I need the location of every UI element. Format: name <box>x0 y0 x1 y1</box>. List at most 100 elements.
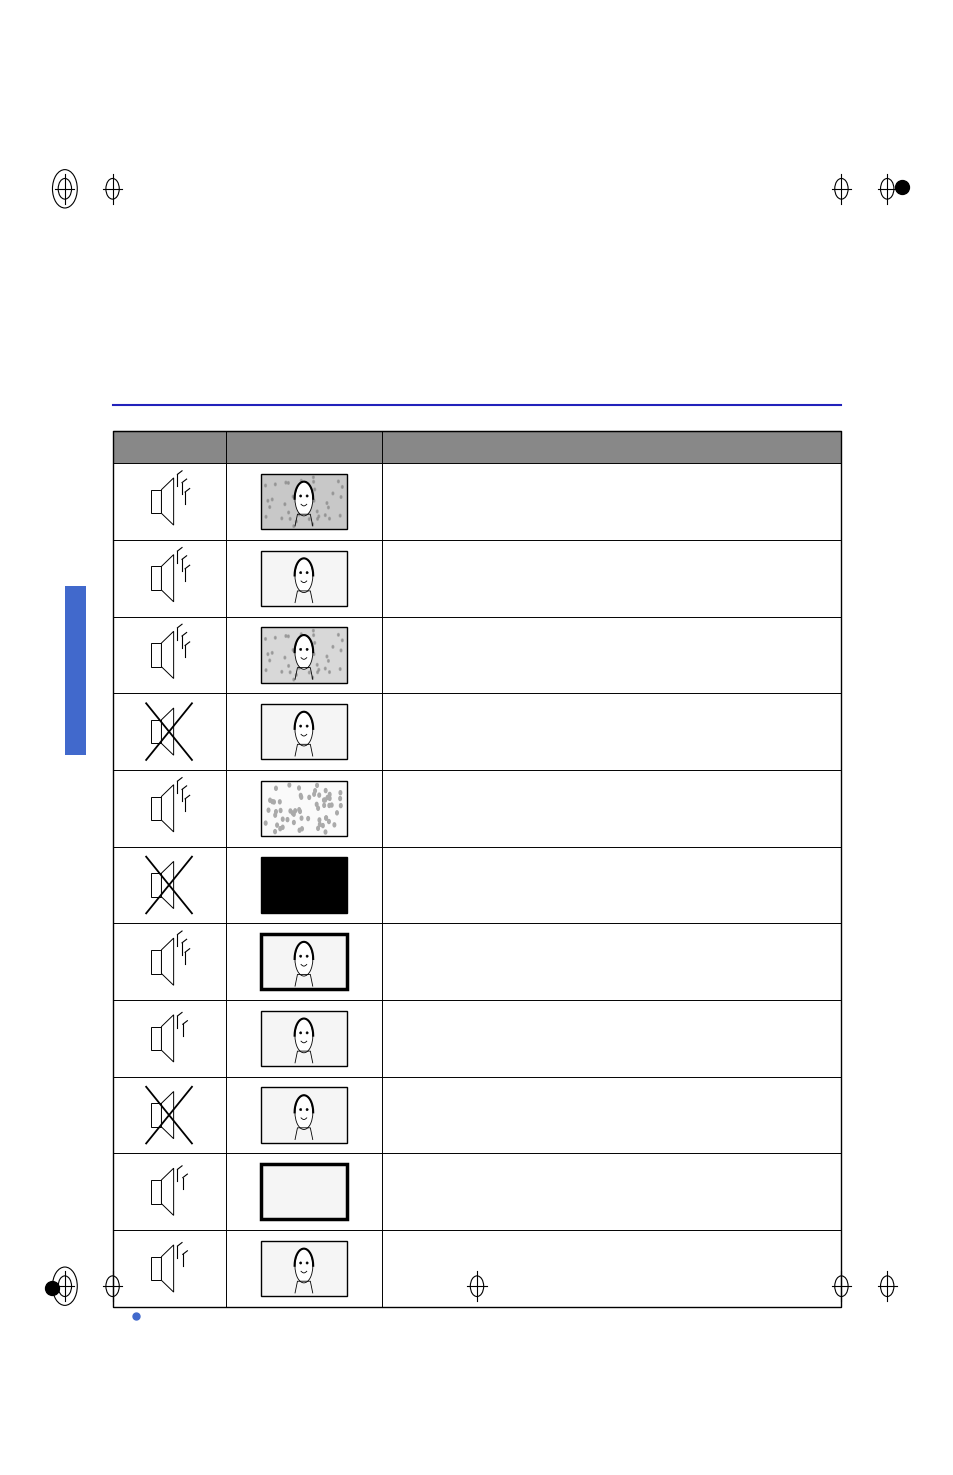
Circle shape <box>267 653 269 655</box>
Ellipse shape <box>294 1096 313 1130</box>
Polygon shape <box>161 785 173 832</box>
Bar <box>260 1240 347 1297</box>
Ellipse shape <box>294 482 313 516</box>
Circle shape <box>339 804 342 808</box>
Circle shape <box>332 493 334 494</box>
Ellipse shape <box>294 636 313 670</box>
Circle shape <box>324 816 327 820</box>
Circle shape <box>294 808 296 813</box>
Ellipse shape <box>299 1109 301 1111</box>
Ellipse shape <box>306 496 308 497</box>
Circle shape <box>303 636 305 637</box>
Circle shape <box>287 636 289 637</box>
Circle shape <box>297 808 300 811</box>
Circle shape <box>299 794 302 798</box>
Circle shape <box>327 820 330 823</box>
Circle shape <box>281 826 284 829</box>
Circle shape <box>317 515 319 518</box>
Ellipse shape <box>299 572 301 574</box>
Bar <box>260 934 347 990</box>
Bar <box>151 643 161 667</box>
Circle shape <box>278 826 281 830</box>
Ellipse shape <box>299 649 301 650</box>
Circle shape <box>333 823 335 827</box>
Circle shape <box>299 795 302 799</box>
Circle shape <box>300 633 302 636</box>
Circle shape <box>297 786 300 791</box>
Circle shape <box>314 488 315 491</box>
Circle shape <box>335 811 338 814</box>
Circle shape <box>316 518 318 521</box>
Bar <box>151 1257 161 1280</box>
Circle shape <box>267 808 270 813</box>
Polygon shape <box>161 1245 173 1292</box>
Ellipse shape <box>306 572 308 574</box>
Circle shape <box>286 817 289 822</box>
Circle shape <box>300 479 302 482</box>
Circle shape <box>328 671 330 674</box>
Circle shape <box>341 485 343 488</box>
Bar <box>151 950 161 974</box>
Circle shape <box>280 671 282 673</box>
Circle shape <box>271 652 273 655</box>
Polygon shape <box>161 708 173 755</box>
Circle shape <box>307 817 309 820</box>
Polygon shape <box>161 1092 173 1139</box>
Circle shape <box>328 804 331 807</box>
Polygon shape <box>161 861 173 909</box>
Ellipse shape <box>306 649 308 650</box>
Polygon shape <box>161 1015 173 1062</box>
Circle shape <box>298 829 300 832</box>
Bar <box>151 490 161 513</box>
Circle shape <box>280 518 282 519</box>
Circle shape <box>264 637 266 640</box>
Circle shape <box>313 634 314 637</box>
Polygon shape <box>161 478 173 525</box>
Circle shape <box>327 506 329 509</box>
Circle shape <box>271 499 273 502</box>
Circle shape <box>312 676 314 679</box>
Bar <box>260 1010 347 1066</box>
Ellipse shape <box>294 1019 313 1053</box>
Circle shape <box>269 506 271 509</box>
Circle shape <box>287 482 289 484</box>
Circle shape <box>339 668 340 671</box>
Bar <box>260 627 347 683</box>
Polygon shape <box>161 555 173 602</box>
Bar <box>151 1027 161 1050</box>
Circle shape <box>291 811 294 816</box>
Bar <box>151 566 161 590</box>
Bar <box>260 1087 347 1143</box>
Circle shape <box>279 808 282 813</box>
Circle shape <box>338 791 341 795</box>
Circle shape <box>289 518 291 521</box>
Circle shape <box>274 813 276 817</box>
Circle shape <box>322 798 325 802</box>
Circle shape <box>314 642 315 645</box>
Circle shape <box>326 655 328 658</box>
Circle shape <box>339 515 340 518</box>
Circle shape <box>328 518 330 521</box>
Circle shape <box>317 819 320 822</box>
Circle shape <box>324 513 326 516</box>
Circle shape <box>341 639 343 642</box>
Circle shape <box>313 476 314 478</box>
Circle shape <box>295 521 297 522</box>
Circle shape <box>273 799 275 804</box>
Circle shape <box>313 630 314 631</box>
Circle shape <box>316 807 319 810</box>
Circle shape <box>325 816 327 820</box>
Circle shape <box>293 820 294 825</box>
Bar <box>151 1180 161 1204</box>
Circle shape <box>292 496 294 499</box>
Circle shape <box>312 522 314 525</box>
Circle shape <box>308 671 310 674</box>
Circle shape <box>303 482 305 484</box>
Bar <box>65 586 86 755</box>
Ellipse shape <box>299 956 301 957</box>
Circle shape <box>321 823 324 827</box>
Polygon shape <box>161 938 173 985</box>
Ellipse shape <box>299 1263 301 1264</box>
Circle shape <box>322 804 325 807</box>
Circle shape <box>328 792 331 796</box>
